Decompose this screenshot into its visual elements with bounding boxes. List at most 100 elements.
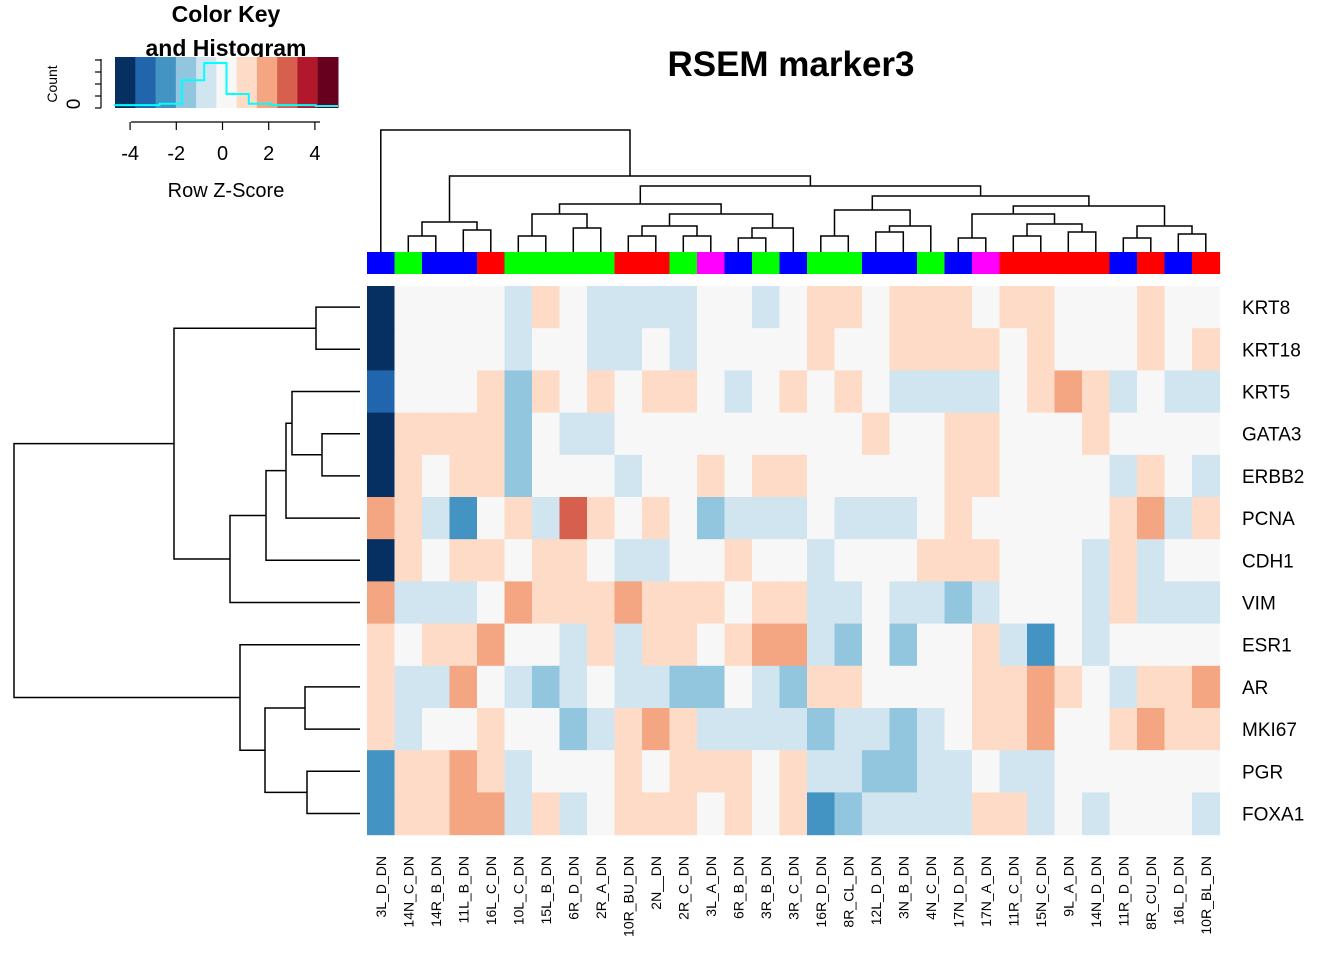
heatmap-cell <box>917 623 946 667</box>
heatmap-cell <box>1192 497 1221 540</box>
heatmap-cell <box>1054 328 1083 371</box>
heatmap-cell <box>752 581 781 625</box>
heatmap-cell <box>862 497 891 540</box>
heatmap-cell <box>1109 665 1138 709</box>
heatmap-cell <box>1054 370 1083 414</box>
heatmap-cell <box>1082 750 1111 793</box>
heatmap-cell <box>532 708 561 751</box>
heatmap-cell <box>477 708 506 751</box>
heatmap-cell <box>449 497 478 540</box>
column-dendrogram-link <box>380 129 631 252</box>
heatmap-cell <box>394 750 423 793</box>
column-label: 17N_D_DN <box>950 856 966 928</box>
heatmap-cell <box>669 286 698 329</box>
heatmap-cell <box>862 665 891 709</box>
column-group-color <box>779 252 808 274</box>
column-dendrogram-link <box>971 213 1056 238</box>
column-dendrogram-link <box>421 221 478 236</box>
heatmap-cell <box>532 497 561 540</box>
heatmap-cell <box>972 665 1001 709</box>
heatmap-cell <box>1054 497 1083 540</box>
color-key-swatch <box>277 57 298 108</box>
heatmap-cell <box>367 792 396 836</box>
heatmap-cell <box>999 792 1028 836</box>
heatmap-cell <box>1054 750 1083 793</box>
heatmap-cell <box>587 665 616 709</box>
column-group-color <box>999 252 1028 274</box>
column-group-color <box>862 252 891 274</box>
column-dendrogram-link <box>820 235 850 252</box>
row-label: PCNA <box>1242 509 1295 530</box>
heatmap-cell <box>559 497 588 540</box>
column-label: 6R_D_DN <box>565 856 581 920</box>
column-dendrogram-link <box>751 227 795 252</box>
column-label: 3L_D_DN <box>373 856 389 917</box>
heatmap-cell <box>1192 286 1221 329</box>
row-label: GATA3 <box>1242 425 1301 446</box>
heatmap-cell <box>1164 497 1193 540</box>
heatmap-cell <box>889 328 918 371</box>
heatmap-cell <box>862 792 891 836</box>
heatmap-cell <box>504 623 533 667</box>
heatmap-cell <box>1082 708 1111 751</box>
heatmap-cell <box>944 708 973 751</box>
heatmap-cell <box>367 623 396 667</box>
heatmap-cell <box>917 370 946 414</box>
heatmap-cell <box>999 454 1028 498</box>
heatmap-cell <box>1082 497 1111 540</box>
heatmap-cell <box>807 708 836 751</box>
heatmap-cell <box>559 665 588 709</box>
heatmap-cell <box>559 750 588 793</box>
heatmap-cell <box>587 750 616 793</box>
column-group-color <box>1164 252 1193 274</box>
column-dendrogram-link <box>558 203 722 214</box>
heatmap-cell <box>587 412 616 456</box>
color-key-ylabel: Count <box>44 65 60 102</box>
heatmap-cell <box>642 454 671 498</box>
row-dendrogram-link <box>304 686 360 730</box>
heatmap-cell <box>807 792 836 836</box>
heatmap-cell <box>697 497 726 540</box>
heatmap-cell <box>642 497 671 540</box>
column-group-color <box>477 252 506 274</box>
heatmap-cell <box>367 708 396 751</box>
heatmap-cell <box>779 581 808 625</box>
heatmap-cell <box>587 328 616 371</box>
heatmap-cell <box>862 328 891 371</box>
color-key-title-line1: Color Key <box>172 1 281 27</box>
heatmap-cell <box>642 665 671 709</box>
heatmap-cell <box>1164 454 1193 498</box>
column-dendrogram-link <box>639 185 982 204</box>
heatmap-cell <box>807 623 836 667</box>
heatmap-cell <box>999 370 1028 414</box>
heatmap-cell <box>614 708 643 751</box>
row-dendrogram-link <box>291 390 360 456</box>
heatmap-cell <box>614 497 643 540</box>
heatmap-cell <box>367 454 396 498</box>
heatmap-cell <box>1192 581 1221 625</box>
heatmap-cell <box>669 370 698 414</box>
heatmap-cell <box>504 665 533 709</box>
column-dendrogram-link <box>1177 233 1207 252</box>
heatmap-cell <box>477 750 506 793</box>
heatmap-cell <box>614 623 643 667</box>
heatmap-cell <box>1137 750 1166 793</box>
heatmap-cell <box>1109 412 1138 456</box>
heatmap-cell <box>449 370 478 414</box>
heatmap-cell <box>1027 581 1056 625</box>
row-dendrogram-link <box>229 514 360 604</box>
heatmap-cell <box>642 708 671 751</box>
heatmap-cell <box>559 412 588 456</box>
heatmap-cell <box>697 665 726 709</box>
heatmap-cell <box>1192 750 1221 793</box>
color-key-x-tick-label: 4 <box>309 143 320 165</box>
heatmap-cell <box>724 454 753 498</box>
heatmap-cell <box>1082 792 1111 836</box>
heatmap-cell <box>1137 581 1166 625</box>
column-dendrogram <box>380 129 1207 252</box>
heatmap-cell <box>1054 623 1083 667</box>
heatmap-cell <box>1164 665 1193 709</box>
column-label: 11L_B_DN <box>455 856 471 923</box>
column-label: 15N_C_DN <box>1033 856 1049 928</box>
heatmap-cell <box>697 412 726 456</box>
